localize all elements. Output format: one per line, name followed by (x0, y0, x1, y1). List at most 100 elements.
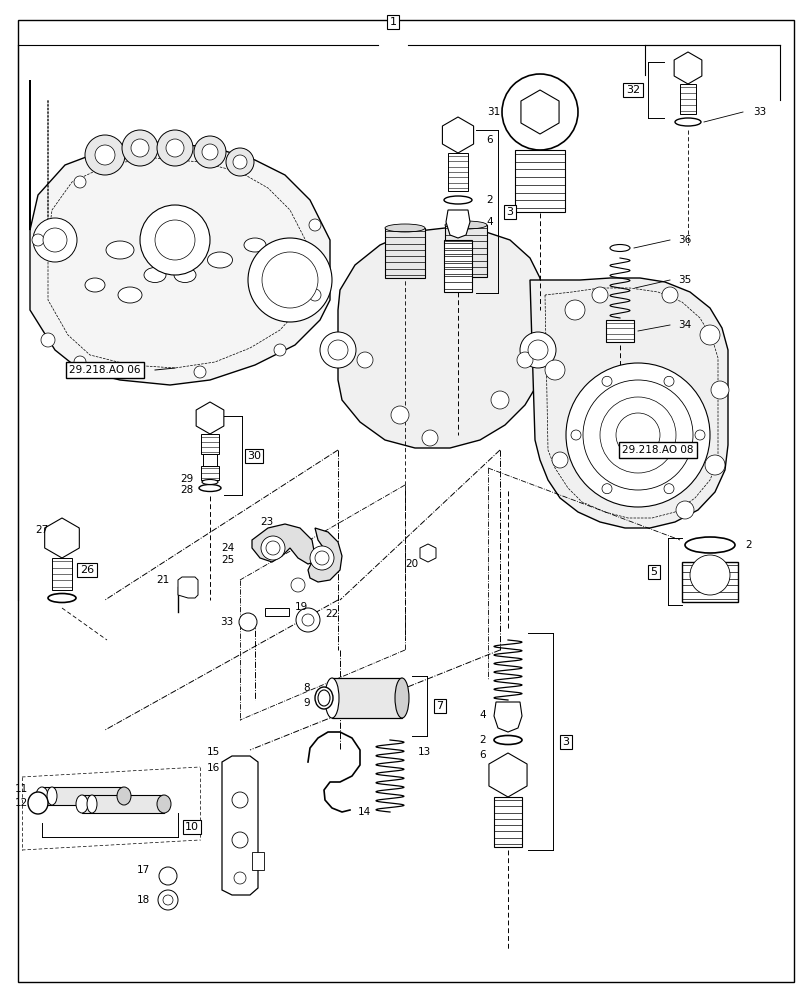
Ellipse shape (208, 252, 232, 268)
Ellipse shape (444, 196, 471, 204)
Circle shape (85, 135, 125, 175)
Ellipse shape (243, 238, 266, 252)
Circle shape (309, 289, 320, 301)
Circle shape (491, 391, 508, 409)
Text: 3: 3 (562, 737, 569, 747)
Circle shape (582, 380, 692, 490)
Text: 21: 21 (157, 575, 169, 585)
Ellipse shape (199, 485, 221, 491)
Circle shape (74, 356, 86, 368)
Polygon shape (337, 228, 539, 448)
Text: 2: 2 (478, 735, 486, 745)
Circle shape (247, 238, 332, 322)
Text: 9: 9 (303, 698, 310, 708)
Ellipse shape (174, 267, 195, 282)
Ellipse shape (202, 480, 217, 485)
Circle shape (139, 205, 210, 275)
Text: 24: 24 (221, 543, 234, 553)
Circle shape (262, 252, 318, 308)
Ellipse shape (384, 224, 424, 232)
Text: 1: 1 (389, 17, 396, 27)
Circle shape (155, 220, 195, 260)
Bar (203, 454, 217, 466)
Bar (264, 608, 289, 616)
Circle shape (551, 452, 568, 468)
Circle shape (704, 455, 724, 475)
Bar (201, 434, 219, 454)
Circle shape (357, 352, 372, 368)
Ellipse shape (157, 795, 171, 813)
Text: 4: 4 (478, 710, 486, 720)
Text: 36: 36 (677, 235, 690, 245)
Circle shape (158, 890, 178, 910)
Circle shape (663, 484, 673, 494)
Text: 25: 25 (221, 555, 234, 565)
Bar (82, 795, 164, 813)
Ellipse shape (609, 244, 629, 251)
Circle shape (422, 430, 437, 446)
Text: 4: 4 (486, 217, 492, 227)
Text: 3: 3 (506, 207, 513, 217)
Circle shape (194, 366, 206, 378)
Ellipse shape (106, 241, 134, 259)
Text: 8: 8 (303, 683, 310, 693)
Text: 6: 6 (486, 135, 492, 145)
Polygon shape (178, 577, 198, 598)
Circle shape (601, 376, 611, 386)
Ellipse shape (493, 735, 521, 744)
Circle shape (33, 218, 77, 262)
Ellipse shape (674, 118, 700, 126)
Text: 18: 18 (136, 895, 150, 905)
Bar (444, 225, 487, 277)
Text: 6: 6 (478, 750, 486, 760)
Bar (679, 84, 695, 114)
Ellipse shape (117, 787, 131, 805)
Bar (384, 228, 424, 278)
Ellipse shape (318, 690, 329, 706)
Circle shape (320, 332, 355, 368)
Text: 32: 32 (625, 85, 639, 95)
Circle shape (616, 413, 659, 457)
Polygon shape (673, 52, 701, 84)
Polygon shape (45, 518, 79, 558)
Circle shape (122, 130, 158, 166)
Text: 10: 10 (185, 822, 199, 832)
Circle shape (163, 895, 173, 905)
Text: 12: 12 (15, 798, 28, 808)
Circle shape (296, 608, 320, 632)
Circle shape (225, 148, 254, 176)
Polygon shape (30, 80, 329, 385)
Text: 2: 2 (744, 540, 751, 550)
Text: 20: 20 (405, 559, 418, 569)
Bar (605, 320, 633, 342)
Text: 27: 27 (35, 525, 48, 535)
Ellipse shape (76, 795, 88, 813)
Ellipse shape (394, 678, 409, 718)
Text: 33: 33 (752, 107, 766, 117)
Circle shape (165, 139, 184, 157)
Circle shape (232, 832, 247, 848)
Ellipse shape (144, 267, 165, 282)
Circle shape (694, 430, 704, 440)
Circle shape (710, 381, 728, 399)
Polygon shape (530, 278, 727, 528)
Ellipse shape (684, 537, 734, 553)
Circle shape (273, 344, 285, 356)
Circle shape (290, 578, 305, 592)
Text: 29.218.AO 06: 29.218.AO 06 (69, 365, 140, 375)
Circle shape (689, 555, 729, 595)
Text: 22: 22 (324, 609, 338, 619)
Text: 35: 35 (677, 275, 690, 285)
Polygon shape (221, 756, 258, 895)
Circle shape (517, 352, 532, 368)
Bar (493, 797, 521, 847)
Ellipse shape (118, 287, 142, 303)
Polygon shape (488, 753, 526, 797)
Bar (681, 562, 737, 602)
Ellipse shape (85, 278, 105, 292)
Text: 2: 2 (486, 195, 492, 205)
Circle shape (591, 287, 607, 303)
Circle shape (238, 613, 257, 631)
Polygon shape (251, 524, 341, 582)
Circle shape (74, 176, 86, 188)
